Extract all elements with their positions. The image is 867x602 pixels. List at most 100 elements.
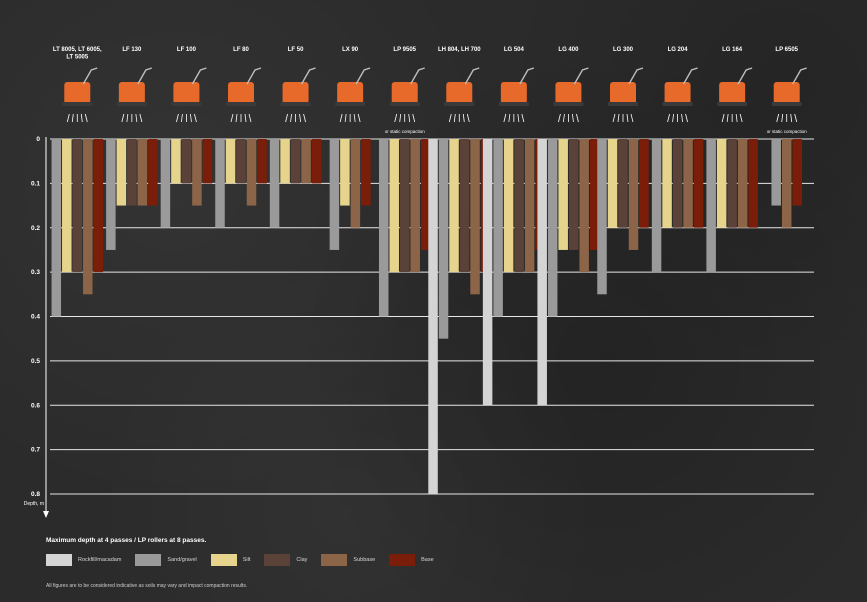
bar: [524, 139, 535, 273]
vibration-line: [721, 113, 725, 123]
vibration-line: [781, 113, 784, 123]
category-label: LT 5005: [66, 55, 89, 61]
legend-label: Silt: [242, 557, 251, 563]
y-tick-label: 0.3: [31, 269, 40, 276]
machine-body: [173, 82, 200, 104]
legend: Maximum depth at 4 passes / LP rollers a…: [46, 537, 746, 567]
machine-icon: [553, 67, 589, 123]
vibration-line: [290, 113, 292, 123]
bar: [579, 139, 589, 273]
legend-swatch: [135, 554, 162, 566]
vibration-line: [399, 113, 402, 123]
vibration-line: [66, 113, 70, 123]
vibration-line: [139, 113, 143, 123]
machine-base: [171, 102, 202, 106]
bar: [683, 139, 693, 228]
machine-base: [771, 102, 802, 106]
vibration-line: [503, 113, 507, 123]
machine-icon: [226, 67, 262, 123]
legend-swatch: [321, 554, 348, 566]
machine-body: [391, 82, 418, 104]
vibration-line: [448, 113, 452, 123]
legend-swatch: [210, 554, 237, 566]
bar: [257, 139, 267, 184]
bar: [428, 139, 438, 494]
category-note: or static compaction: [385, 129, 426, 134]
bar: [301, 139, 311, 184]
machine-body: [773, 82, 800, 104]
machine-body: [337, 82, 364, 104]
bar: [568, 139, 579, 250]
legend-label: Sand/gravel: [167, 557, 197, 563]
vibration-line: [135, 113, 138, 123]
y-tick-label: 0: [36, 136, 40, 143]
vibration-line: [244, 113, 247, 123]
vibration-line: [235, 113, 238, 123]
vibration-line: [357, 113, 361, 123]
machine-body: [610, 82, 636, 104]
machine-icon: [662, 67, 698, 123]
bar: [558, 139, 568, 250]
machine-handle: [464, 67, 480, 85]
bar: [459, 139, 470, 273]
vibration-line: [194, 113, 197, 123]
legend-swatch: [389, 554, 416, 566]
category-label: LP 9505: [393, 47, 416, 53]
vibration-line: [339, 113, 343, 123]
vibration-line: [412, 113, 416, 123]
bar: [716, 139, 727, 228]
vibration-line: [739, 113, 743, 123]
bar: [662, 139, 672, 228]
vibration-line: [563, 113, 565, 123]
vibration-line: [508, 113, 511, 123]
bar: [399, 139, 410, 273]
bar: [127, 139, 137, 206]
machine-icon: [717, 67, 753, 123]
bar: [225, 139, 236, 184]
vibration-line: [630, 113, 634, 123]
bar: [420, 139, 431, 250]
legend-label: Rockfill/macadam: [78, 557, 122, 563]
vibration-line: [462, 113, 465, 123]
machine-icon: [389, 67, 425, 123]
bar: [106, 139, 116, 250]
vibration-line: [626, 113, 629, 123]
bar: [72, 139, 83, 273]
legend-item: Rockfill/macadam: [46, 554, 121, 566]
legend-swatch: [46, 554, 72, 566]
y-tick-label: 0.8: [31, 491, 40, 498]
vibration-line: [685, 113, 688, 123]
y-tick-label: 0.4: [31, 314, 40, 321]
bar: [215, 139, 225, 228]
bar: [748, 139, 758, 228]
bar: [597, 139, 607, 295]
bar: [493, 139, 503, 317]
machine-base: [280, 102, 311, 106]
bar: [651, 139, 662, 273]
bar: [706, 139, 716, 273]
vibration-line: [285, 113, 288, 123]
vibration-line: [121, 113, 125, 123]
machine-base: [226, 102, 256, 106]
machine-handle: [628, 67, 644, 85]
category-label: LP 6505: [775, 47, 798, 53]
bar: [83, 139, 93, 295]
category-label: LF 130: [122, 47, 142, 53]
vibration-line: [790, 113, 793, 123]
vibration-line: [735, 113, 738, 123]
machine-base: [662, 102, 693, 106]
bar: [737, 139, 748, 228]
vibration-line: [248, 113, 252, 123]
vibration-line: [672, 113, 674, 123]
y-tick-label: 0.1: [31, 180, 40, 187]
category-label: LX 90: [342, 47, 359, 53]
bar: [137, 139, 148, 206]
machine-icon: [171, 67, 207, 123]
footnote: All figures are to be considered indicat…: [46, 583, 248, 589]
bar: [160, 139, 171, 228]
bar: [389, 139, 399, 273]
bar: [438, 139, 449, 339]
bar: [672, 139, 683, 228]
category-label: LH 804, LH 700: [438, 47, 481, 53]
bar: [514, 139, 524, 273]
